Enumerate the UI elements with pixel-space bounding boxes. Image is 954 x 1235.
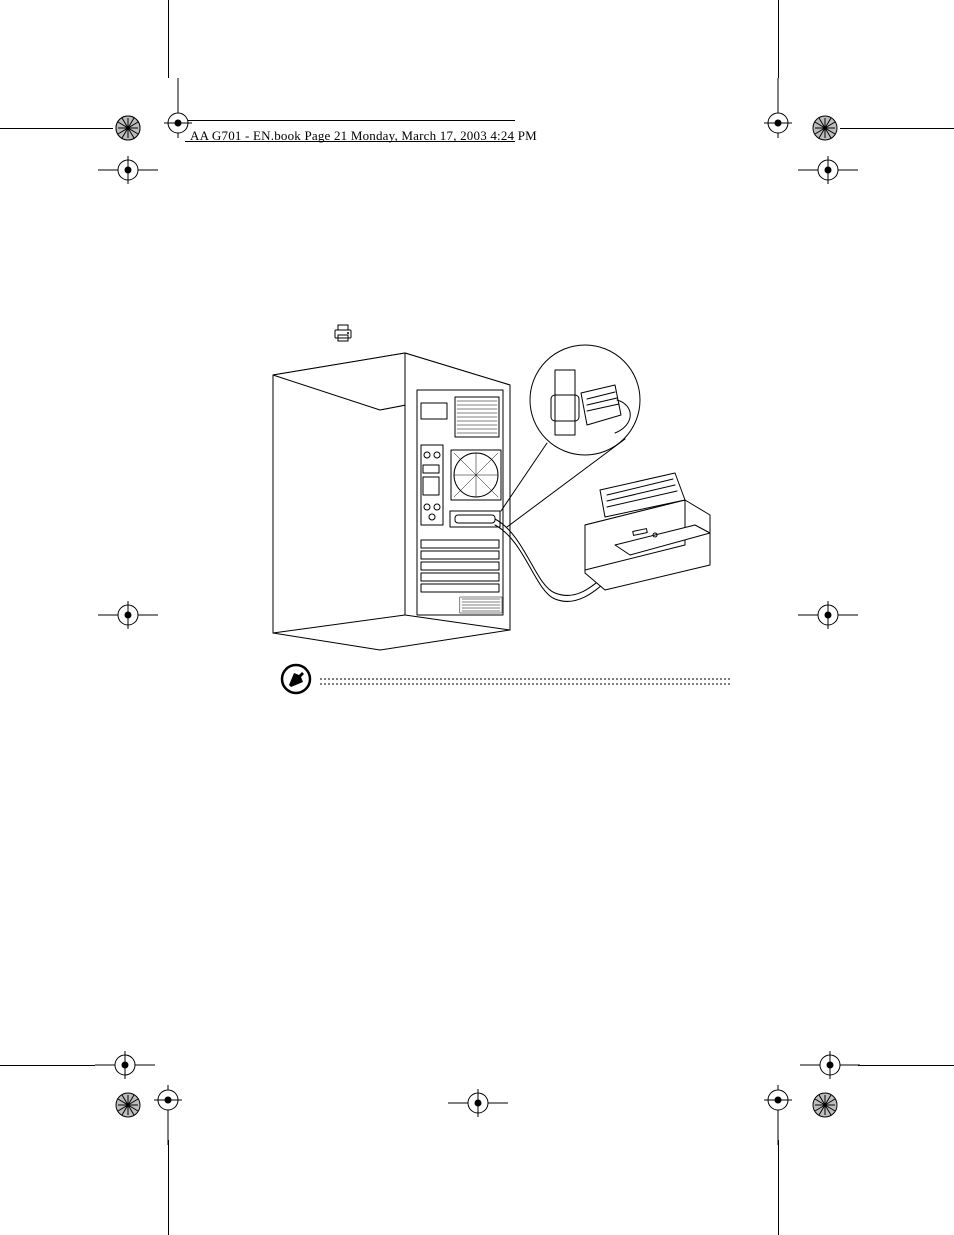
reg-mark-top-right-cross2 <box>798 155 858 185</box>
note-divider <box>280 663 730 697</box>
reg-mark-bottom-left-cross2 <box>148 1085 188 1145</box>
running-header-text: AA G701 - EN.book Page 21 Monday, March … <box>190 128 537 144</box>
reg-mark-right-mid <box>798 600 858 630</box>
reg-mark-bottom-right-cross2 <box>758 1085 798 1145</box>
dotted-rule <box>320 678 730 681</box>
reg-mark-top-left-hatched <box>113 113 143 143</box>
reg-mark-bottom-left-cross <box>95 1050 155 1090</box>
crop-rule <box>168 0 169 78</box>
reg-mark-top-right-cross <box>758 78 798 138</box>
crop-rule <box>168 1140 169 1235</box>
reg-mark-bottom-right-hatched <box>810 1090 840 1120</box>
crop-rule <box>0 1065 95 1066</box>
reg-mark-bottom-right-cross <box>800 1050 860 1090</box>
note-icon <box>280 663 312 700</box>
crop-rule <box>0 128 113 129</box>
crop-rule <box>778 0 779 78</box>
connection-illustration <box>255 315 715 655</box>
reg-mark-top-left-cross2 <box>98 155 158 185</box>
reg-mark-bottom-left-hatched <box>113 1090 143 1120</box>
reg-mark-left-mid <box>98 600 158 630</box>
crop-rule <box>778 1140 779 1235</box>
crop-rule <box>858 1065 954 1066</box>
document-page: AA G701 - EN.book Page 21 Monday, March … <box>0 0 954 1235</box>
reg-mark-top-right-hatched <box>810 113 840 143</box>
crop-rule <box>840 128 954 129</box>
reg-mark-bottom-center <box>448 1088 508 1128</box>
